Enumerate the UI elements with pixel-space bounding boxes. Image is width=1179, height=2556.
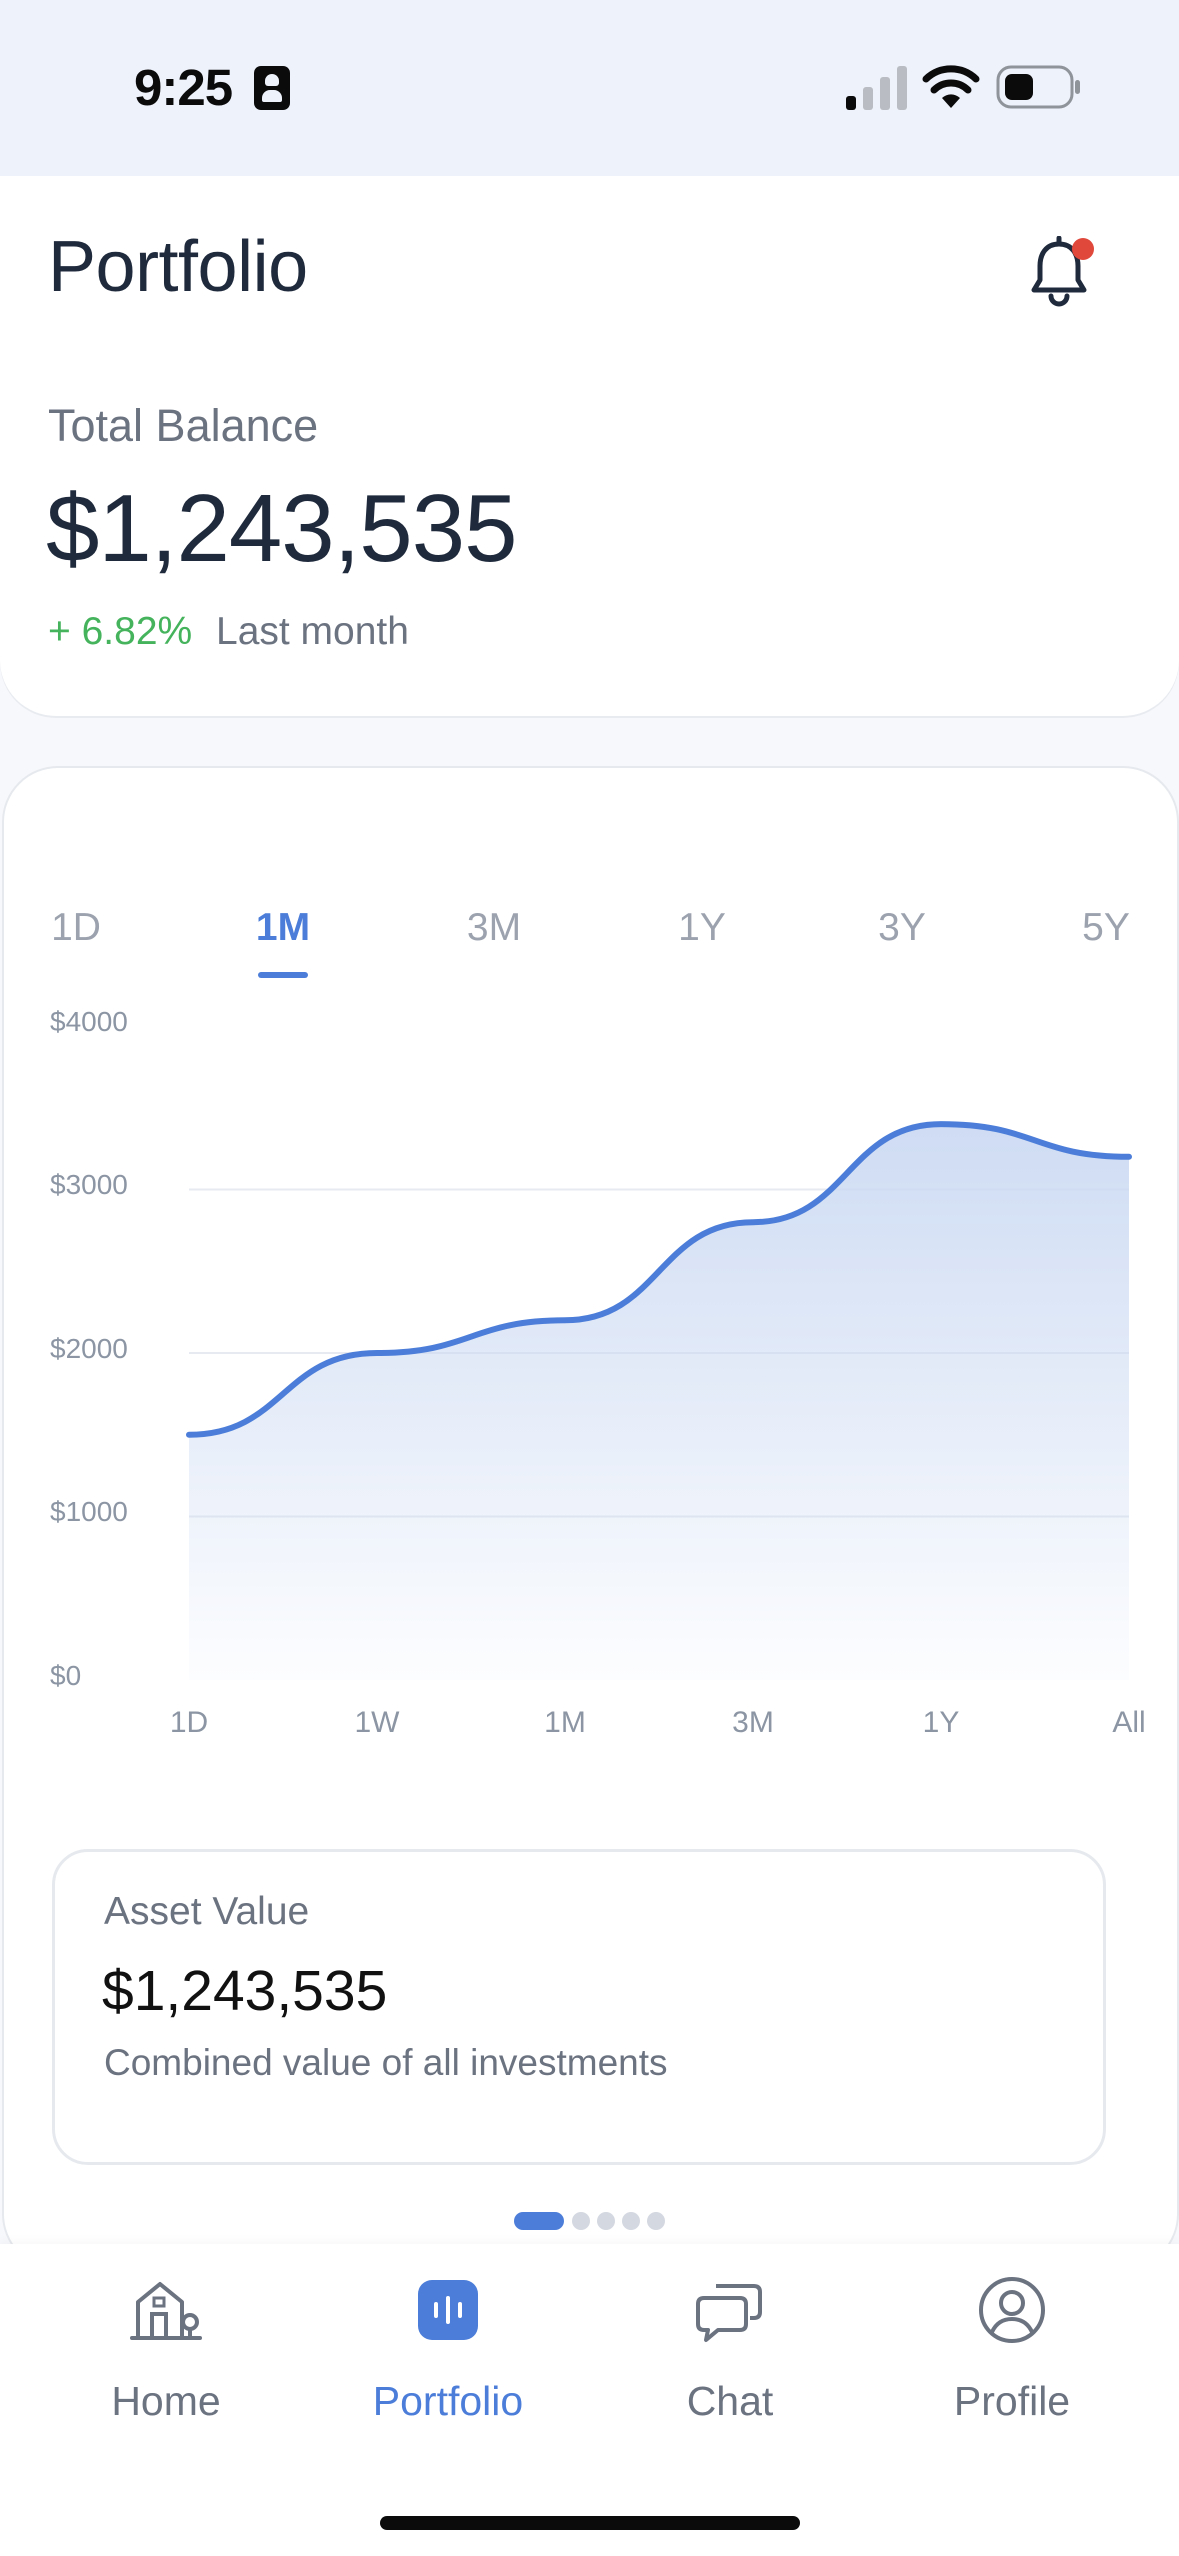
range-tab-3y[interactable]: 3Y xyxy=(878,906,926,949)
battery-icon xyxy=(996,65,1080,109)
balance-change-period: Last month xyxy=(216,610,409,653)
portfolio-area-chart xyxy=(186,1121,1132,1680)
portfolio-icon xyxy=(418,2280,478,2340)
tab-profile[interactable]: Profile xyxy=(902,2270,1122,2470)
asset-value-card[interactable] xyxy=(52,1849,1106,2165)
balance-card xyxy=(0,176,1179,716)
page-dot[interactable] xyxy=(572,2212,590,2230)
tab-profile-label: Profile xyxy=(953,2378,1071,2424)
tab-portfolio-label: Portfolio xyxy=(372,2378,524,2424)
tab-chat-label: Chat xyxy=(686,2378,774,2424)
tab-portfolio[interactable]: Portfolio xyxy=(338,2270,558,2470)
x-tick-label: All xyxy=(1112,1706,1146,1739)
chart-area-fill xyxy=(189,1124,1129,1680)
x-tick-label: 1D xyxy=(169,1706,209,1739)
status-bar xyxy=(0,0,1179,176)
asset-value-label: Asset Value xyxy=(104,1890,310,1933)
x-tick-label: 3M xyxy=(732,1706,774,1739)
bell-icon[interactable] xyxy=(1028,236,1090,308)
range-tab-5y[interactable]: 5Y xyxy=(1082,906,1130,949)
range-tab-1m[interactable]: 1M xyxy=(255,906,311,949)
y-tick-label: $4000 xyxy=(50,1006,128,1037)
y-tick-label: $1000 xyxy=(50,1496,128,1527)
chart-series-line xyxy=(186,1121,1132,1438)
range-tab-1y[interactable]: 1Y xyxy=(678,906,726,949)
x-tick-label: 1W xyxy=(354,1706,400,1739)
tab-chat[interactable]: Chat xyxy=(620,2270,840,2470)
page-dot[interactable] xyxy=(597,2212,615,2230)
home-indicator[interactable] xyxy=(380,2516,800,2530)
tab-home-label: Home xyxy=(111,2378,221,2424)
y-tick-label: $0 xyxy=(50,1660,82,1691)
page-title: Portfolio xyxy=(48,227,308,307)
notification-badge xyxy=(1072,238,1094,260)
asset-value-description: Combined value of all investments xyxy=(104,2042,668,2083)
range-tab-3m[interactable]: 3M xyxy=(466,906,522,949)
wifi-icon xyxy=(922,65,980,108)
page-dot-active[interactable] xyxy=(514,2212,564,2230)
profile-icon xyxy=(979,2277,1045,2343)
balance-change-percent: + 6.82% xyxy=(48,610,193,653)
total-balance-label: Total Balance xyxy=(48,400,319,451)
range-tab-indicator xyxy=(258,972,308,978)
status-time: 9:25 xyxy=(134,59,233,116)
chat-icon xyxy=(696,2284,762,2342)
sim-card-icon xyxy=(254,66,290,110)
total-balance-value: $1,243,535 xyxy=(46,475,517,582)
y-tick-label: $3000 xyxy=(50,1169,128,1200)
y-tick-label: $2000 xyxy=(50,1333,128,1364)
tab-home[interactable]: Home xyxy=(56,2270,276,2470)
home-icon xyxy=(130,2282,202,2340)
x-tick-label: 1Y xyxy=(922,1706,960,1739)
asset-value-amount: $1,243,535 xyxy=(102,1959,388,2023)
page-dot[interactable] xyxy=(647,2212,665,2230)
range-tab-1d[interactable]: 1D xyxy=(51,906,101,949)
x-tick-label: 1M xyxy=(544,1706,586,1739)
cellular-signal-icon xyxy=(846,66,907,110)
page-dot[interactable] xyxy=(622,2212,640,2230)
